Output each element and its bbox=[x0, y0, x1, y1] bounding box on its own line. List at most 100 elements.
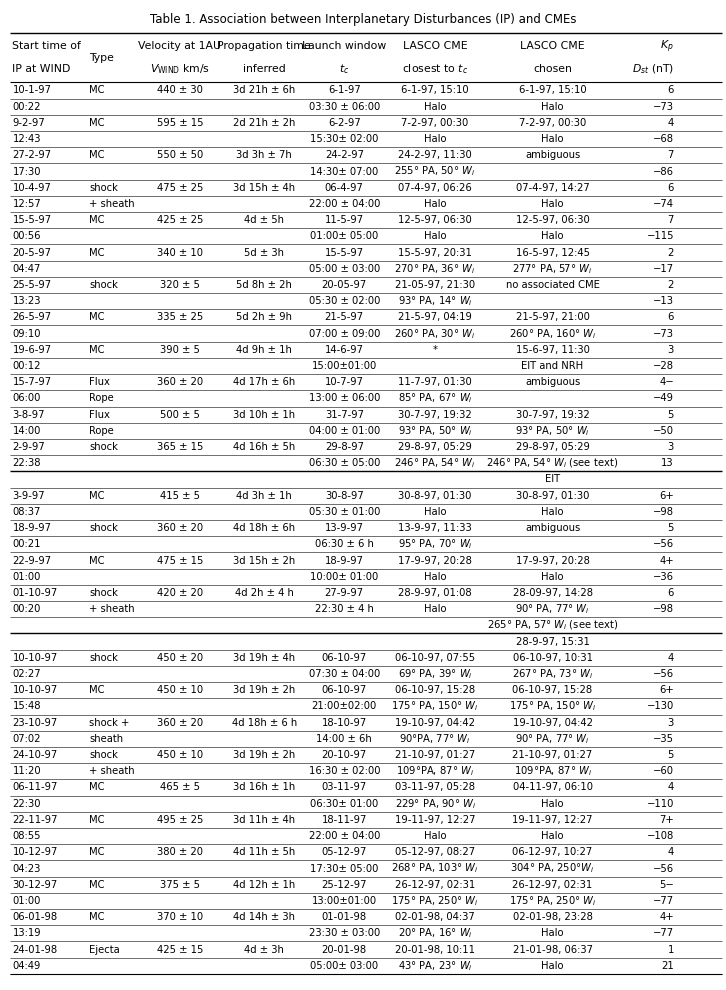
Text: 14-6-97: 14-6-97 bbox=[325, 345, 364, 354]
Text: 01:00: 01:00 bbox=[12, 572, 41, 582]
Text: $D_{st}$ (nT): $D_{st}$ (nT) bbox=[632, 62, 674, 76]
Text: 06-10-97, 15:28: 06-10-97, 15:28 bbox=[395, 685, 475, 695]
Text: Ejecta: Ejecta bbox=[89, 944, 120, 954]
Text: Table 1. Association between Interplanetary Disturbances (IP) and CMEs: Table 1. Association between Interplanet… bbox=[150, 13, 576, 26]
Text: 3d 10h ± 1h: 3d 10h ± 1h bbox=[233, 410, 295, 420]
Text: 20-5-97: 20-5-97 bbox=[12, 248, 52, 257]
Text: 30-7-97, 19:32: 30-7-97, 19:32 bbox=[398, 410, 472, 420]
Text: 21: 21 bbox=[661, 960, 674, 971]
Text: Halo: Halo bbox=[424, 102, 446, 112]
Text: 90° PA, 77° $W_i$: 90° PA, 77° $W_i$ bbox=[515, 732, 590, 745]
Text: 19-11-97, 12:27: 19-11-97, 12:27 bbox=[513, 815, 593, 825]
Text: inferred: inferred bbox=[242, 64, 285, 74]
Text: Velocity at 1AU: Velocity at 1AU bbox=[139, 42, 221, 51]
Text: 12:57: 12:57 bbox=[12, 199, 41, 209]
Text: 22-11-97: 22-11-97 bbox=[12, 815, 58, 825]
Text: 29-8-97: 29-8-97 bbox=[325, 443, 364, 452]
Text: 07-4-97, 14:27: 07-4-97, 14:27 bbox=[515, 183, 590, 193]
Text: LASCO CME: LASCO CME bbox=[403, 42, 468, 51]
Text: −98: −98 bbox=[653, 507, 674, 517]
Text: 90° PA, 77° $W_i$: 90° PA, 77° $W_i$ bbox=[515, 602, 590, 616]
Text: −77: −77 bbox=[653, 896, 674, 906]
Text: 360 ± 20: 360 ± 20 bbox=[157, 377, 203, 387]
Text: Propagation time: Propagation time bbox=[217, 42, 311, 51]
Text: 69° PA, 39° $W_i$: 69° PA, 39° $W_i$ bbox=[398, 667, 473, 681]
Text: shock: shock bbox=[89, 443, 118, 452]
Text: 06-01-98: 06-01-98 bbox=[12, 912, 57, 922]
Text: 4−: 4− bbox=[659, 377, 674, 387]
Text: 6+: 6+ bbox=[659, 491, 674, 501]
Text: MC: MC bbox=[89, 847, 105, 857]
Text: 229° PA, 90° $W_i$: 229° PA, 90° $W_i$ bbox=[394, 797, 476, 811]
Text: 07:30 ± 04:00: 07:30 ± 04:00 bbox=[309, 669, 380, 679]
Text: 25-12-97: 25-12-97 bbox=[322, 880, 367, 890]
Text: −77: −77 bbox=[653, 929, 674, 939]
Text: 360 ± 20: 360 ± 20 bbox=[157, 718, 203, 728]
Text: 270° PA, 36° $W_i$: 270° PA, 36° $W_i$ bbox=[394, 262, 476, 275]
Text: 15:30± 02:00: 15:30± 02:00 bbox=[310, 134, 378, 145]
Text: 3d 21h ± 6h: 3d 21h ± 6h bbox=[233, 85, 295, 95]
Text: 10-12-97: 10-12-97 bbox=[12, 847, 58, 857]
Text: 268° PA, 103° $W_i$: 268° PA, 103° $W_i$ bbox=[391, 861, 479, 875]
Text: 24-01-98: 24-01-98 bbox=[12, 944, 57, 954]
Text: 28-9-97, 15:31: 28-9-97, 15:31 bbox=[515, 637, 590, 646]
Text: 15-5-97, 20:31: 15-5-97, 20:31 bbox=[398, 248, 472, 257]
Text: −50: −50 bbox=[653, 426, 674, 436]
Text: Halo: Halo bbox=[424, 832, 446, 842]
Text: 06:30 ± 6 h: 06:30 ± 6 h bbox=[315, 540, 374, 549]
Text: 08:55: 08:55 bbox=[12, 832, 41, 842]
Text: Flux: Flux bbox=[89, 377, 110, 387]
Text: 26-5-97: 26-5-97 bbox=[12, 313, 52, 323]
Text: Halo: Halo bbox=[542, 799, 564, 809]
Text: 27-9-97: 27-9-97 bbox=[325, 588, 364, 598]
Text: 440 ± 30: 440 ± 30 bbox=[157, 85, 203, 95]
Text: 4+: 4+ bbox=[659, 555, 674, 565]
Text: 595 ± 15: 595 ± 15 bbox=[157, 118, 203, 128]
Text: MC: MC bbox=[89, 85, 105, 95]
Text: 4d 11h ± 5h: 4d 11h ± 5h bbox=[233, 847, 295, 857]
Text: 425 ± 25: 425 ± 25 bbox=[157, 215, 203, 225]
Text: 26-12-97, 02:31: 26-12-97, 02:31 bbox=[395, 880, 476, 890]
Text: Launch window: Launch window bbox=[302, 42, 386, 51]
Text: MC: MC bbox=[89, 248, 105, 257]
Text: 29-8-97, 05:29: 29-8-97, 05:29 bbox=[515, 443, 590, 452]
Text: 07-4-97, 06:26: 07-4-97, 06:26 bbox=[398, 183, 472, 193]
Text: 24-10-97: 24-10-97 bbox=[12, 750, 58, 760]
Text: 05:30 ± 01:00: 05:30 ± 01:00 bbox=[309, 507, 380, 517]
Text: + sheath: + sheath bbox=[89, 604, 135, 614]
Text: −56: −56 bbox=[653, 669, 674, 679]
Text: 22:00 ± 04:00: 22:00 ± 04:00 bbox=[309, 832, 380, 842]
Text: 21-01-98, 06:37: 21-01-98, 06:37 bbox=[513, 944, 592, 954]
Text: EIT and NRH: EIT and NRH bbox=[521, 361, 584, 371]
Text: 375 ± 5: 375 ± 5 bbox=[160, 880, 200, 890]
Text: 18-9-97: 18-9-97 bbox=[325, 555, 364, 565]
Text: 00:21: 00:21 bbox=[12, 540, 41, 549]
Text: 10-1-97: 10-1-97 bbox=[12, 85, 52, 95]
Text: 109°PA, 87° $W_i$: 109°PA, 87° $W_i$ bbox=[513, 764, 592, 778]
Text: −98: −98 bbox=[653, 604, 674, 614]
Text: 450 ± 20: 450 ± 20 bbox=[157, 652, 203, 662]
Text: 21-5-97, 21:00: 21-5-97, 21:00 bbox=[515, 313, 590, 323]
Text: 277° PA, 57° $W_i$: 277° PA, 57° $W_i$ bbox=[513, 262, 592, 275]
Text: MC: MC bbox=[89, 782, 105, 792]
Text: 02:27: 02:27 bbox=[12, 669, 41, 679]
Text: Start time of: Start time of bbox=[12, 42, 81, 51]
Text: 15-6-97, 11:30: 15-6-97, 11:30 bbox=[515, 345, 590, 354]
Text: 06:30± 01:00: 06:30± 01:00 bbox=[310, 799, 378, 809]
Text: −35: −35 bbox=[653, 734, 674, 743]
Text: Halo: Halo bbox=[424, 572, 446, 582]
Text: −56: −56 bbox=[653, 540, 674, 549]
Text: 22:30 ± 4 h: 22:30 ± 4 h bbox=[315, 604, 374, 614]
Text: 00:56: 00:56 bbox=[12, 232, 41, 242]
Text: 13: 13 bbox=[661, 458, 674, 468]
Text: 255° PA, 50° $W_i$: 255° PA, 50° $W_i$ bbox=[394, 164, 476, 178]
Text: MC: MC bbox=[89, 491, 105, 501]
Text: 7-2-97, 00:30: 7-2-97, 00:30 bbox=[401, 118, 469, 128]
Text: 4d 9h ± 1h: 4d 9h ± 1h bbox=[236, 345, 292, 354]
Text: MC: MC bbox=[89, 215, 105, 225]
Text: −73: −73 bbox=[653, 102, 674, 112]
Text: 4: 4 bbox=[668, 847, 674, 857]
Text: 18-11-97: 18-11-97 bbox=[322, 815, 367, 825]
Text: 6-2-97: 6-2-97 bbox=[328, 118, 361, 128]
Text: −86: −86 bbox=[653, 166, 674, 176]
